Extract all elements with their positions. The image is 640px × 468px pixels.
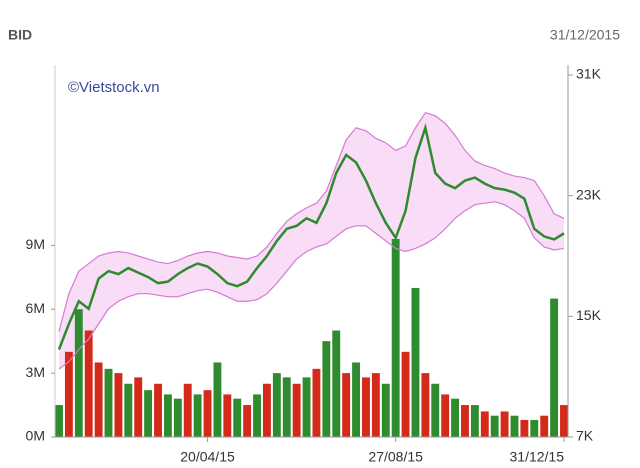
volume-bar: [243, 405, 252, 437]
volume-bar: [213, 362, 222, 437]
band-fill: [59, 112, 564, 370]
volume-bar: [500, 411, 509, 437]
volume-bar: [381, 383, 390, 437]
volume-bar: [470, 405, 479, 437]
volume-bar: [391, 238, 400, 437]
volume-bar: [84, 330, 93, 437]
chart-title: BID: [8, 27, 32, 43]
upper-line: [58, 112, 565, 332]
volume-bar: [253, 394, 261, 437]
volume-bar: [173, 398, 182, 437]
volume-bar: [114, 373, 123, 437]
volume-bar: [362, 377, 370, 437]
volume-bar: [490, 415, 499, 437]
volume-bar: [540, 415, 549, 437]
y2-tick-label: 23K: [576, 186, 602, 202]
volume-bar: [183, 383, 192, 437]
watermark: ©Vietstock.vn: [68, 79, 160, 96]
volume-bar: [520, 419, 529, 437]
y2-tick-label: 31K: [576, 66, 602, 82]
y-tick-label: 3M: [26, 364, 45, 380]
volume-bar: [233, 398, 242, 437]
volume-bar: [74, 309, 83, 437]
volume-bar: [144, 390, 153, 437]
volume-bar: [262, 383, 271, 437]
x-tick-label: 20/04/15: [180, 449, 235, 465]
price-line: [57, 123, 565, 350]
x-tick-label: 27/08/15: [368, 449, 423, 465]
volume-bar: [134, 377, 143, 437]
volume-bar: [421, 373, 430, 437]
volume-bar: [124, 383, 133, 437]
volume-bar: [480, 411, 489, 437]
volume-bar: [163, 394, 172, 437]
y-tick-label: 9M: [26, 236, 45, 252]
volume-bar: [332, 330, 341, 437]
volume-bar: [461, 405, 469, 437]
volume-bar: [371, 373, 380, 437]
volume-bar: [441, 394, 450, 437]
y-tick-label: 6M: [26, 300, 45, 316]
volume-bar: [451, 398, 460, 437]
volume-bar: [560, 405, 568, 437]
volume-bar: [292, 383, 301, 437]
volume-bar: [64, 351, 73, 437]
volume-bar: [55, 405, 63, 437]
volume-bar: [104, 368, 113, 437]
x-tick-label: 31/12/15: [510, 449, 565, 465]
volume-bar: [401, 351, 410, 437]
chart-date: 31/12/2015: [550, 27, 620, 43]
volume-bar: [431, 383, 440, 437]
lower-line: [58, 201, 565, 370]
volume-bar: [550, 298, 559, 437]
volume-bar: [223, 394, 232, 437]
volume-bar: [302, 377, 311, 437]
volume-bar: [154, 383, 162, 437]
volume-bar: [510, 415, 519, 437]
volume-bar: [342, 373, 351, 437]
volume-bar: [282, 377, 291, 437]
volume-bar: [193, 394, 202, 437]
y-tick-label: 0M: [26, 428, 45, 444]
volume-bar: [322, 341, 331, 437]
volume-bar: [312, 368, 321, 437]
plot: 0M 3M 6M 9M 7K 15K 23K 31K 20/04/15 27/08/15 31/12…: [26, 65, 602, 465]
y2-tick-label: 15K: [576, 307, 602, 323]
volume-bar: [411, 287, 420, 437]
volume-bar: [530, 419, 539, 437]
volume-bar: [94, 362, 103, 437]
volume-bar: [272, 373, 281, 437]
volume-bar: [352, 362, 361, 437]
volume-bar: [203, 390, 212, 437]
y2-tick-label: 7K: [576, 428, 594, 444]
